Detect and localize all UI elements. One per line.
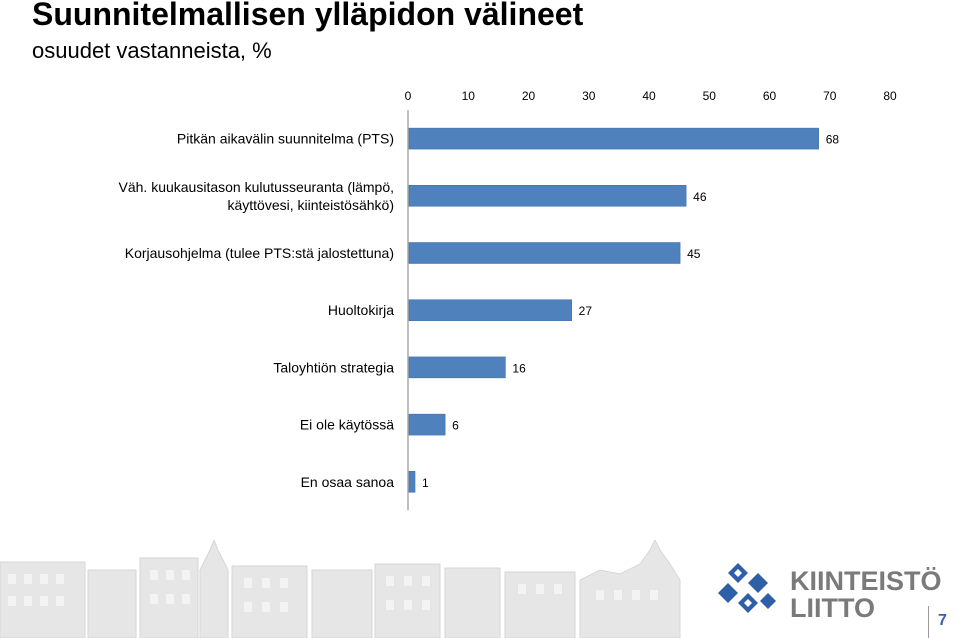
x-tick-label: 60 [763, 89, 777, 103]
category-label: Korjausohjelma (tulee PTS:stä jalostettu… [125, 245, 394, 261]
bar [408, 471, 416, 493]
x-tick-label: 50 [703, 89, 717, 103]
category-labels: Pitkän aikavälin suunnitelma (PTS) Väh. k… [119, 131, 395, 490]
x-tick-label: 10 [462, 89, 476, 103]
page-subtitle: osuudet vastanneista, % [32, 38, 272, 63]
data-label: 46 [693, 190, 707, 204]
bar-chart: 0 10 20 30 40 50 60 70 80 Pitkän aikavälin suunn… [119, 89, 897, 511]
value-labels: 68 46 45 27 16 6 1 [422, 133, 839, 490]
bar [408, 356, 506, 379]
bar [408, 299, 572, 321]
data-label: 1 [422, 476, 429, 490]
bar [408, 242, 681, 264]
page-number: 7 [938, 612, 947, 629]
category-label: käyttövesi, kiinteistösähkö) [227, 197, 394, 213]
x-tick-label: 70 [823, 89, 837, 103]
x-axis-ticks: 0 10 20 30 40 50 60 70 80 [405, 89, 897, 103]
x-tick-label: 0 [405, 89, 412, 103]
brand-name-line-2: LIITTO [790, 593, 875, 623]
page-title: Suunnitelmallisen ylläpidon välineet [32, 0, 584, 32]
bar [408, 413, 446, 436]
data-label: 68 [826, 133, 840, 147]
x-tick-label: 20 [522, 89, 536, 103]
bars [408, 127, 819, 493]
x-tick-label: 30 [582, 89, 596, 103]
page-number-divider [928, 606, 929, 638]
x-tick-label: 80 [883, 89, 897, 103]
bar [408, 185, 687, 207]
x-tick-label: 40 [642, 89, 656, 103]
category-label: Taloyhtiön strategia [273, 359, 394, 375]
bar [408, 127, 819, 150]
category-label: Huoltokirja [328, 302, 394, 318]
kiinteistoliitto-logo-icon [718, 563, 776, 613]
category-label: Pitkän aikavälin suunnitelma (PTS) [177, 131, 394, 147]
data-label: 6 [452, 419, 459, 433]
brand-name-line-1: KIINTEISTÖ [790, 566, 942, 596]
data-label: 45 [687, 247, 701, 261]
category-label: En osaa sanoa [301, 474, 395, 490]
city-skyline-illustration [0, 540, 681, 638]
data-label: 27 [579, 304, 593, 318]
data-label: 16 [512, 361, 526, 375]
category-label: Väh. kuukausitason kulutusseuranta (lämp… [119, 179, 395, 195]
category-label: Ei ole käytössä [300, 417, 394, 433]
